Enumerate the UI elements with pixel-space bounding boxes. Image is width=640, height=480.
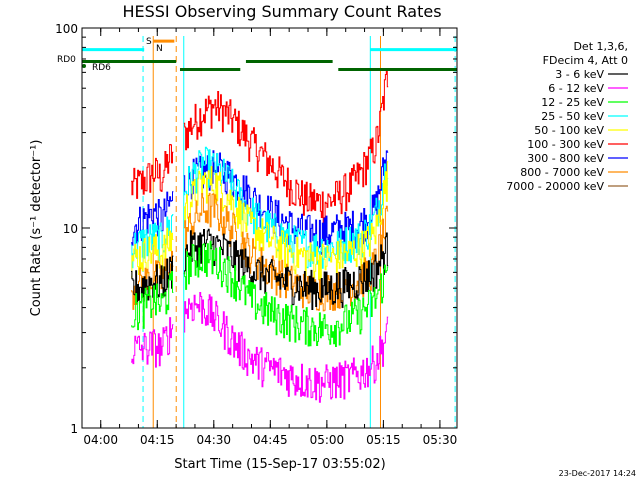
series-line — [131, 292, 389, 403]
y-tick-label: 10 — [63, 222, 78, 236]
date-stamp: 23-Dec-2017 14:24 — [559, 469, 636, 478]
n-label: N — [156, 44, 163, 54]
legend-label: 300 - 800 keV — [527, 152, 604, 165]
legend-label: 25 - 50 keV — [541, 110, 604, 123]
legend-label: 100 - 300 keV — [527, 138, 604, 151]
x-axis-label: Start Time (15-Sep-17 03:55:02) — [174, 457, 385, 472]
y-axis-label: Count Rate (s⁻¹ detector⁻¹) — [29, 140, 44, 317]
x-tick-label: 04:30 — [196, 433, 231, 447]
x-tick-label: 05:00 — [310, 433, 345, 447]
flag-layer — [82, 39, 457, 72]
legend-label: 7000 - 20000 keV — [506, 180, 604, 193]
x-tick-label: 04:15 — [140, 433, 175, 447]
series-line — [131, 228, 389, 310]
chart-title: HESSI Observing Summary Count Rates — [122, 2, 441, 21]
series-line — [131, 70, 389, 223]
legend-label: 6 - 12 keV — [548, 82, 604, 95]
x-tick-label: 05:15 — [366, 433, 401, 447]
y-tick-label: 1 — [70, 422, 78, 436]
y-tick-label: 100 — [55, 22, 78, 36]
x-tick-label: 04:00 — [83, 433, 118, 447]
x-tick-label: 05:30 — [423, 433, 458, 447]
series-line — [131, 161, 389, 282]
legend-label: 3 - 6 keV — [555, 68, 604, 81]
legend-label: 12 - 25 keV — [541, 96, 604, 109]
series-line — [131, 240, 389, 347]
legend-header-line-2: FDecim 4, Att 0 — [543, 54, 628, 67]
data-layer — [131, 36, 456, 428]
s-label: S — [146, 37, 152, 47]
rd6-label: RD6 — [92, 63, 111, 73]
legend-label: 50 - 100 keV — [534, 124, 604, 137]
rd6-marker — [82, 64, 86, 68]
axes-layer: 04:00 04:15 04:30 04:45 05:00 05:15 05:30 1 10 10… — [55, 22, 458, 447]
legend-label: 800 - 7000 keV — [520, 166, 604, 179]
x-tick-label: 04:45 — [253, 433, 288, 447]
legend-header-line-1: Det 1,3,6, — [573, 40, 628, 53]
rd0-label: RD0 — [57, 55, 76, 65]
